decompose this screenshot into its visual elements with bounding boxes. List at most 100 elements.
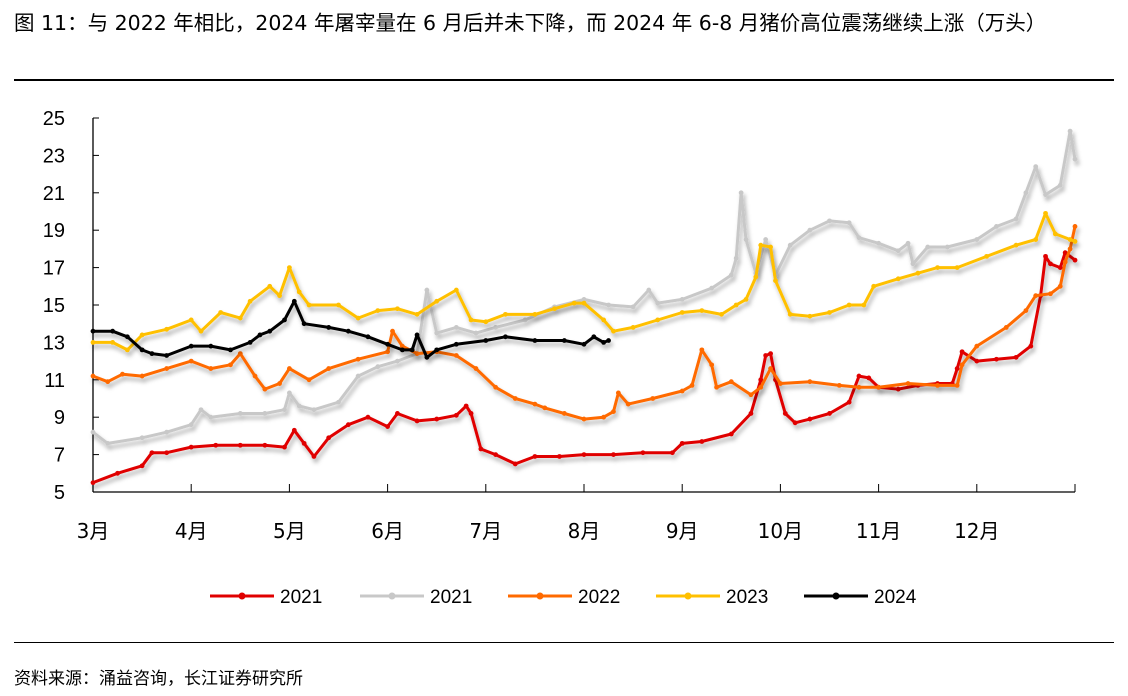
data-point xyxy=(861,302,867,308)
data-point xyxy=(1013,354,1019,360)
data-point xyxy=(601,340,607,345)
data-point xyxy=(468,317,474,323)
data-point xyxy=(188,358,194,364)
data-point xyxy=(905,381,911,386)
data-point xyxy=(728,272,734,278)
series-line xyxy=(93,211,1076,352)
data-point xyxy=(424,287,430,293)
data-point xyxy=(453,412,459,418)
data-point xyxy=(1057,283,1063,289)
data-point xyxy=(1043,192,1048,198)
data-point xyxy=(954,383,960,388)
data-point xyxy=(787,242,793,248)
data-point xyxy=(414,351,420,357)
data-point xyxy=(139,373,145,379)
data-point xyxy=(974,237,980,242)
data-point xyxy=(473,366,479,371)
data-point xyxy=(611,409,616,414)
data-point xyxy=(763,237,769,242)
data-point xyxy=(493,384,499,390)
data-point xyxy=(846,220,852,226)
data-point xyxy=(1003,325,1009,330)
data-point xyxy=(139,332,145,338)
data-point xyxy=(959,362,965,368)
data-point xyxy=(262,442,268,448)
series-2021-0 xyxy=(90,250,1078,486)
data-point xyxy=(478,446,484,452)
data-point xyxy=(326,435,332,441)
data-point xyxy=(164,366,170,371)
data-point xyxy=(198,407,204,413)
y-tick-label: 5 xyxy=(54,482,65,504)
data-point xyxy=(768,351,773,357)
x-tick-label: 5月 xyxy=(273,519,306,543)
data-point xyxy=(1043,253,1048,259)
y-tick-label: 21 xyxy=(43,183,65,205)
data-point xyxy=(164,429,170,435)
data-point xyxy=(532,338,538,343)
data-point xyxy=(954,366,960,371)
data-point xyxy=(856,235,862,241)
series-line xyxy=(92,129,1077,445)
data-point xyxy=(1048,291,1053,297)
data-point xyxy=(1023,190,1029,196)
legend-label: 2023 xyxy=(726,587,768,608)
data-point xyxy=(453,325,459,330)
data-point xyxy=(581,416,587,422)
data-point xyxy=(434,298,440,304)
data-point xyxy=(414,332,420,338)
data-point xyxy=(807,416,813,422)
data-point xyxy=(395,358,400,364)
data-point xyxy=(287,265,292,270)
legend-marker xyxy=(536,592,544,600)
data-point xyxy=(247,340,253,345)
data-point xyxy=(115,470,120,476)
data-point xyxy=(561,411,567,416)
data-point xyxy=(1072,239,1078,244)
data-point xyxy=(974,358,980,364)
data-point xyxy=(1062,259,1068,265)
data-point xyxy=(110,340,116,345)
data-point xyxy=(669,450,675,456)
data-point xyxy=(512,396,518,401)
x-tick-label: 6月 xyxy=(371,519,404,543)
data-point xyxy=(257,332,263,338)
data-point xyxy=(139,347,145,353)
data-point xyxy=(503,334,508,340)
data-point xyxy=(90,340,96,345)
data-point xyxy=(856,384,862,390)
data-point xyxy=(267,328,273,334)
data-point xyxy=(807,227,813,233)
top-rule xyxy=(14,79,1114,81)
data-point xyxy=(483,338,489,343)
data-point xyxy=(434,416,440,422)
data-point xyxy=(915,270,921,276)
data-point xyxy=(763,353,769,358)
data-point xyxy=(994,224,999,229)
series-line xyxy=(92,251,1076,485)
data-point xyxy=(218,310,224,315)
data-point xyxy=(542,405,548,411)
data-point xyxy=(532,311,538,317)
data-point xyxy=(395,411,400,416)
data-point xyxy=(679,296,685,302)
x-tick-label: 4月 xyxy=(175,519,208,543)
data-point xyxy=(1062,250,1068,256)
data-point xyxy=(414,418,420,424)
data-point xyxy=(679,310,685,315)
data-point xyxy=(468,411,474,416)
data-point xyxy=(959,349,965,355)
data-point xyxy=(679,388,685,394)
data-point xyxy=(522,317,528,323)
data-point xyxy=(198,328,204,334)
data-point xyxy=(630,325,636,330)
data-point xyxy=(1013,216,1019,222)
data-point xyxy=(188,444,194,450)
data-point xyxy=(365,414,371,420)
data-point xyxy=(336,302,341,308)
data-point xyxy=(743,296,749,302)
data-point xyxy=(944,244,950,250)
data-point xyxy=(90,373,96,379)
data-point xyxy=(581,452,587,457)
data-point xyxy=(709,285,715,291)
